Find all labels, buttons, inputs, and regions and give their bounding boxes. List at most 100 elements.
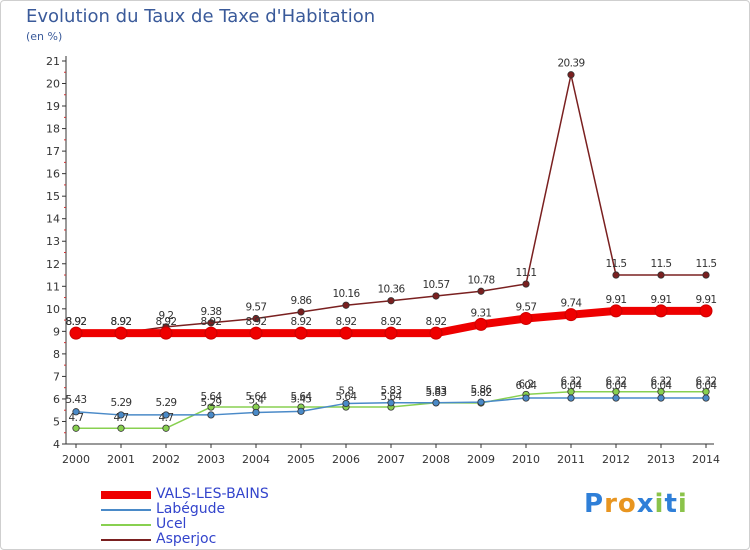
logo-letter: x (636, 489, 655, 519)
y-tick-label: 9 (53, 325, 60, 338)
data-label: 5.83 (381, 385, 402, 397)
data-point (564, 308, 578, 322)
legend-label: Asperjoc (156, 531, 217, 547)
data-label: 5.64 (201, 391, 223, 403)
y-tick-label: 16 (46, 168, 60, 181)
data-label: 5.64 (381, 391, 403, 403)
data-label: 5.29 (111, 397, 132, 409)
data-point (522, 394, 530, 402)
x-tick-label: 2002 (152, 453, 180, 466)
y-tick-label: 20 (46, 78, 60, 91)
data-label: 9.91 (696, 294, 717, 306)
data-label: 8.92 (111, 316, 132, 328)
x-tick-label: 2005 (287, 453, 315, 466)
logo-letter: t (664, 489, 678, 519)
data-label: 6.04 (516, 380, 538, 392)
data-label: 5.29 (201, 397, 222, 409)
y-tick-label: 15 (46, 190, 60, 203)
data-label: 6.32 (561, 376, 582, 388)
data-point (387, 297, 395, 305)
data-label: 4.7 (69, 412, 84, 424)
data-label: 8.92 (381, 316, 402, 328)
data-label: 9.86 (291, 295, 313, 307)
x-tick-label: 2009 (467, 453, 495, 466)
y-tick-label: 21 (46, 55, 60, 68)
data-point (204, 326, 218, 340)
legend-item: Asperjoc (101, 532, 269, 547)
data-point (384, 326, 398, 340)
legend-item: Labégude (101, 502, 269, 517)
data-label: 11.5 (606, 258, 627, 270)
data-point (342, 399, 350, 408)
x-tick-label: 2008 (422, 453, 450, 466)
data-label: 11.5 (696, 258, 717, 270)
data-label: 9.91 (651, 294, 672, 306)
data-point (477, 398, 485, 406)
data-point (117, 411, 125, 419)
logo-letter: i (677, 489, 688, 519)
data-point (657, 271, 665, 279)
data-label: 8.92 (336, 316, 357, 328)
data-label: 5.86 (471, 384, 493, 396)
x-tick-label: 2012 (602, 453, 630, 466)
y-tick-label: 11 (46, 280, 60, 293)
data-label: 6.04 (561, 380, 583, 392)
data-point (72, 408, 80, 416)
data-label: 10.16 (332, 288, 360, 300)
data-label: 5.83 (426, 387, 447, 399)
legend-swatch (101, 490, 151, 499)
data-point (117, 424, 125, 432)
data-point (612, 394, 620, 402)
data-label: 5.83 (426, 385, 447, 397)
data-point (387, 399, 395, 407)
data-point (702, 271, 710, 279)
x-tick-label: 2001 (107, 453, 135, 466)
data-point (432, 399, 440, 407)
y-tick-label: 5 (53, 415, 60, 428)
legend-label: Labégude (156, 501, 226, 517)
data-label: 8.92 (246, 316, 267, 328)
y-tick-label: 10 (46, 303, 60, 316)
data-label: 4.7 (114, 412, 129, 424)
data-point (702, 394, 710, 402)
y-tick-label: 19 (46, 100, 60, 113)
legend-label: Ucel (156, 516, 187, 532)
chart-legend: VALS-LES-BAINS Labégude Ucel Asperjoc (101, 487, 269, 547)
data-label: 5.29 (156, 397, 177, 409)
data-label: 9.38 (201, 306, 222, 318)
data-label: 6.04 (651, 380, 673, 392)
logo-letter: o (617, 489, 637, 519)
data-label: 10.36 (377, 284, 405, 296)
data-label: 6.32 (606, 376, 627, 388)
y-tick-label: 6 (53, 393, 60, 406)
data-point (252, 314, 260, 323)
x-tick-label: 2007 (377, 453, 405, 466)
data-label: 9.74 (561, 298, 583, 310)
data-label: 10.78 (467, 274, 494, 286)
data-point (207, 411, 215, 419)
y-tick-label: 8 (53, 348, 60, 361)
data-label: 8.92 (291, 316, 312, 328)
logo-letter: i (654, 489, 665, 519)
legend-swatch (101, 508, 151, 511)
data-label: 10.57 (422, 279, 449, 291)
x-tick-label: 2004 (242, 453, 270, 466)
data-label: 9.31 (471, 307, 492, 319)
y-tick-label: 12 (46, 258, 60, 271)
x-tick-label: 2010 (512, 453, 540, 466)
x-tick-label: 2006 (332, 453, 360, 466)
data-label: 5.64 (246, 391, 268, 403)
y-tick-label: 14 (46, 213, 60, 226)
data-label: 5.4 (249, 394, 265, 406)
data-point (72, 424, 80, 432)
data-label: 5.64 (336, 391, 358, 403)
data-point (162, 424, 170, 432)
chart-title: Evolution du Taux de Taxe d'Habitation (26, 6, 376, 27)
data-point (657, 394, 665, 402)
data-point (252, 408, 260, 417)
data-point (162, 411, 170, 419)
data-label: 5.8 (339, 385, 354, 397)
legend-item: Ucel (101, 517, 269, 532)
